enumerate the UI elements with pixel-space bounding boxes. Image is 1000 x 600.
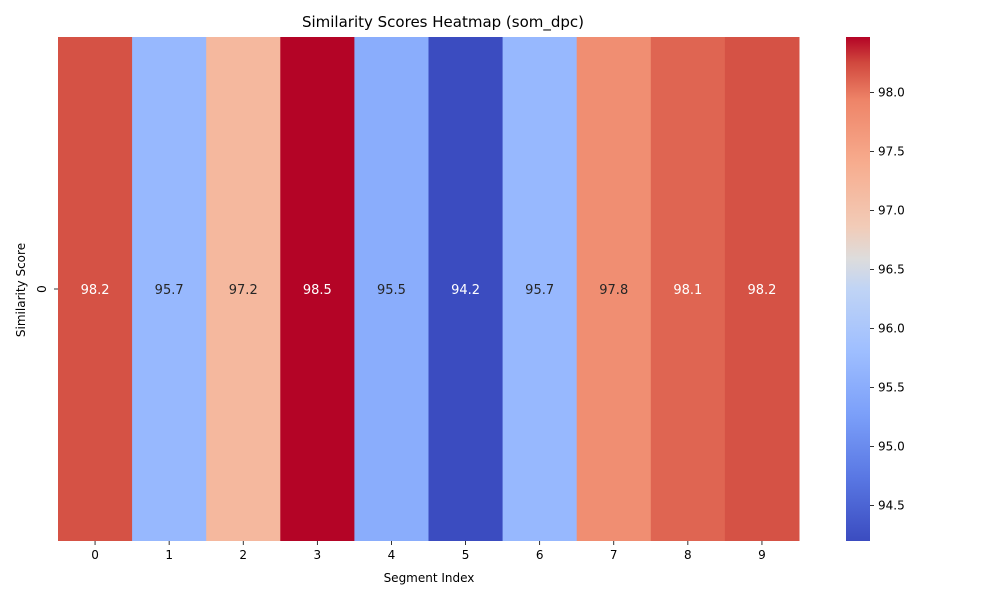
cell-value-label: 98.2 [747, 283, 776, 298]
heatmap-cell-labels: 98.2 95.7 97.2 98.5 95.5 94.2 95.7 97.8 98.1 98.2 [81, 283, 777, 298]
x-tick-label: 3 [314, 548, 322, 562]
colorbar-tick-label: 97.0 [878, 204, 905, 218]
heatmap-cell-3 [280, 37, 355, 541]
x-tick-label: 1 [165, 548, 173, 562]
x-tick-label: 4 [388, 548, 396, 562]
heatmap-cell-6 [502, 37, 578, 541]
heatmap-cell-5 [428, 37, 504, 541]
colorbar-tick-label: 98.0 [878, 85, 905, 99]
colorbar-tick-label: 97.5 [878, 144, 905, 158]
x-tick-label: 9 [758, 548, 766, 562]
heatmap-cells [58, 37, 800, 541]
colorbar-tick-label: 96.5 [878, 263, 905, 277]
chart-title: Similarity Scores Heatmap (som_dpc) [302, 13, 584, 32]
heatmap-cell-7 [576, 37, 652, 541]
x-axis-label: Segment Index [384, 571, 475, 585]
x-tick-label: 5 [462, 548, 470, 562]
cell-value-label: 97.8 [599, 283, 628, 298]
x-tick-label: 8 [684, 548, 692, 562]
cell-value-label: 97.2 [229, 283, 258, 298]
y-axis-label: Similarity Score [14, 243, 28, 337]
x-tick-label: 0 [91, 548, 99, 562]
heatmap-cell-4 [354, 37, 429, 541]
cell-value-label: 98.1 [673, 283, 702, 298]
x-tick-label: 2 [239, 548, 247, 562]
heatmap-cell-9 [724, 37, 800, 541]
y-axis-ticks: 0 [35, 285, 58, 293]
x-tick-label: 6 [536, 548, 544, 562]
y-tick-label: 0 [35, 285, 49, 293]
colorbar [846, 37, 870, 541]
cell-value-label: 94.2 [451, 283, 480, 298]
colorbar-tick-label: 96.0 [878, 322, 905, 336]
heatmap-cell-2 [206, 37, 281, 541]
x-tick-label: 7 [610, 548, 618, 562]
cell-value-label: 95.7 [155, 283, 184, 298]
cell-value-label: 95.7 [525, 283, 554, 298]
heatmap-cell-8 [650, 37, 726, 541]
colorbar-ticks: 94.5 95.0 95.5 96.0 96.5 97.0 97.5 98.0 [870, 85, 905, 513]
heatmap-cell-1 [132, 37, 207, 541]
cell-value-label: 98.2 [81, 283, 110, 298]
x-axis-ticks: 0 1 2 3 4 5 6 7 8 9 [91, 541, 766, 562]
colorbar-tick-label: 94.5 [878, 499, 905, 513]
cell-value-label: 95.5 [377, 283, 406, 298]
cell-value-label: 98.5 [303, 283, 332, 298]
heatmap-cell-0 [58, 37, 133, 541]
colorbar-tick-label: 95.0 [878, 440, 905, 454]
colorbar-tick-label: 95.5 [878, 381, 905, 395]
